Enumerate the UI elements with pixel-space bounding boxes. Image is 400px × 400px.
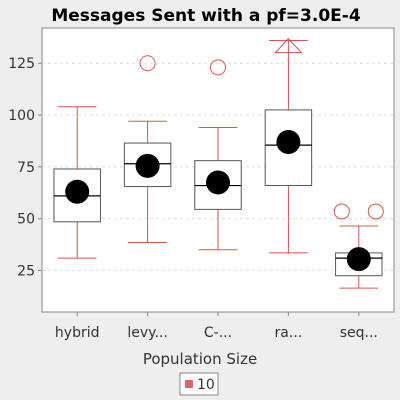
- x-tick-label: seq...: [340, 325, 378, 341]
- mean-marker: [346, 247, 371, 272]
- far-outlier-marker: [274, 37, 303, 54]
- x-axis: hybrid levy... C-... ra... seq...: [55, 312, 378, 341]
- mean-marker: [65, 179, 90, 204]
- chart-title: Messages Sent with a pf=3.0E-4: [51, 6, 360, 26]
- outlier-point: [333, 203, 350, 220]
- outlier-point: [367, 203, 384, 220]
- box-group: [194, 59, 242, 251]
- legend-entry: 10: [197, 377, 215, 393]
- x-axis-label: Population Size: [143, 350, 257, 368]
- mean-marker: [135, 153, 160, 178]
- boxplot-series: [53, 37, 384, 289]
- box-group: [53, 106, 101, 259]
- y-tick-label: 100: [8, 108, 35, 124]
- mean-marker: [206, 170, 230, 195]
- y-tick-label: 75: [17, 160, 35, 176]
- y-tick-label: 50: [17, 212, 35, 228]
- mean-marker: [276, 130, 301, 155]
- legend-swatch: [185, 380, 193, 388]
- outlier-point: [210, 59, 226, 76]
- x-tick-label: C-...: [204, 325, 232, 341]
- box-group: [333, 203, 384, 289]
- legend: 10: [179, 372, 219, 396]
- legend-frame: [179, 372, 219, 396]
- x-tick-label: ra...: [275, 325, 303, 341]
- y-axis: 25 50 75 100 125: [8, 56, 42, 280]
- box-group: [264, 37, 313, 254]
- y-tick-label: 125: [8, 56, 35, 72]
- x-tick-label: levy...: [127, 325, 167, 341]
- x-tick-label: hybrid: [55, 325, 100, 341]
- outlier-point: [139, 55, 156, 72]
- y-tick-label: 25: [17, 264, 35, 280]
- box-group: [123, 55, 172, 244]
